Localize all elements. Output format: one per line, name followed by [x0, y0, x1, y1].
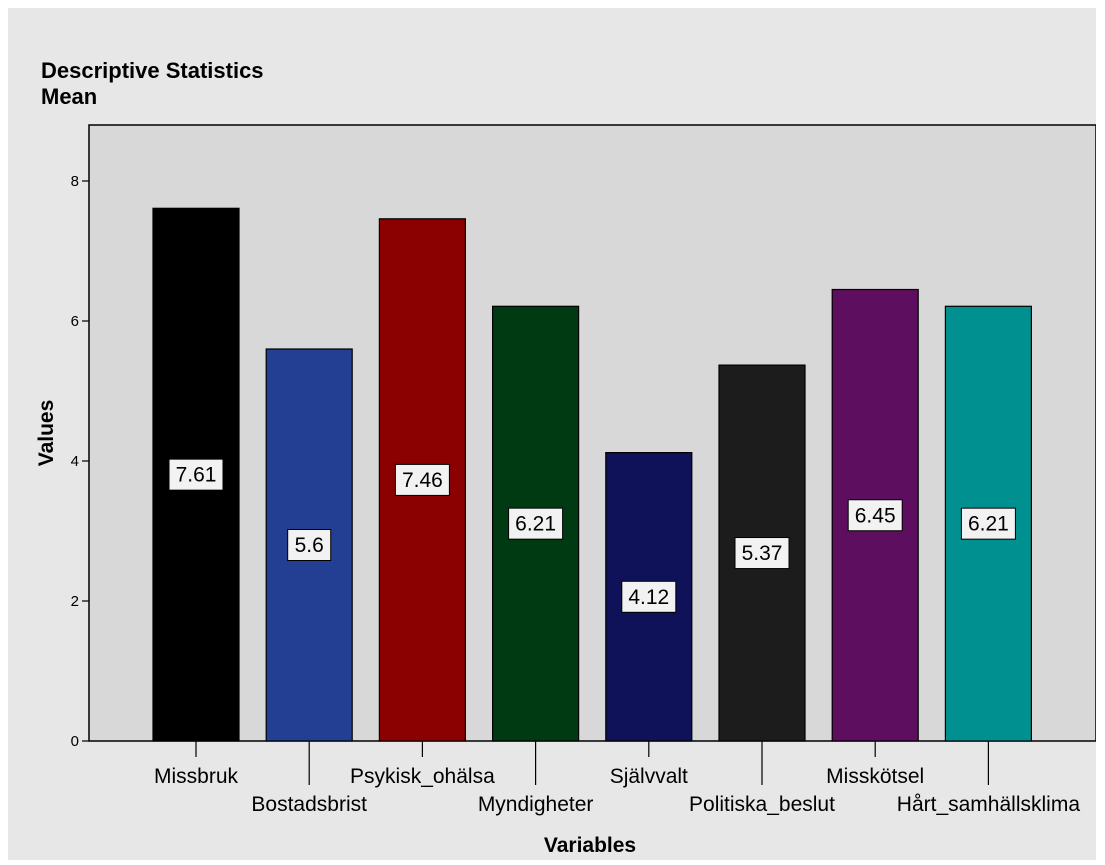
x-category-label: Psykisk_ohälsa [350, 765, 495, 788]
data-label-text: 4.12 [628, 586, 669, 609]
x-category-label: Bostadsbrist [251, 793, 367, 816]
data-label-text: 5.37 [742, 542, 783, 565]
data-label-text: 7.61 [176, 464, 217, 487]
data-label-box [508, 507, 564, 540]
data-label-box [621, 580, 677, 613]
bar-chart: Descriptive Statistics Mean 0 2 4 6 8 Missbr… [35, 58, 1096, 857]
bar [152, 207, 240, 742]
chart-subtitle: Mean [41, 84, 97, 109]
data-label: 6.45 [847, 499, 903, 532]
y-tick-label: 2 [71, 593, 79, 610]
y-axis: 0 2 4 6 8 [71, 173, 89, 750]
data-label-text: 6.21 [515, 513, 556, 536]
data-label: 5.6 [287, 529, 332, 561]
data-label-box [960, 507, 1016, 540]
x-category-label: Hårt_samhällsklima [897, 793, 1081, 816]
data-label-text: 6.21 [968, 513, 1009, 536]
y-tick-label: 8 [71, 173, 79, 190]
data-label: 7.61 [168, 458, 224, 491]
x-category-label: Myndigheter [478, 793, 594, 816]
data-label-text: 7.46 [402, 469, 443, 492]
data-label-box [847, 499, 903, 532]
x-category-label: Missbruk [154, 765, 239, 788]
data-label-text: 6.45 [855, 504, 896, 527]
x-axis: Missbruk Bostadsbrist Psykisk_ohälsa Myndig… [154, 741, 1080, 816]
data-labels-group: 7.61 5.6 7.46 6.21 4.12 5.37 6.45 6.21 [168, 458, 1016, 613]
y-tick-label: 4 [71, 453, 79, 470]
data-label-box [287, 529, 332, 561]
chart-frame: Descriptive Statistics Mean 0 2 4 6 8 Missbr… [8, 8, 1096, 860]
y-axis-title: Values [35, 400, 58, 467]
x-category-label: Misskötsel [826, 765, 924, 788]
data-label: 4.12 [621, 580, 677, 613]
y-tick-label: 0 [71, 733, 79, 750]
x-axis-title: Variables [544, 834, 636, 857]
data-label-box [394, 463, 450, 496]
plot-area [88, 124, 1096, 742]
data-label: 6.21 [508, 507, 564, 540]
data-label-box [734, 537, 790, 570]
data-label-text: 5.6 [295, 534, 324, 557]
y-tick-label: 6 [71, 313, 79, 330]
x-category-label: Självvalt [610, 765, 688, 788]
data-label: 7.46 [394, 463, 450, 496]
x-category-label: Politiska_beslut [689, 793, 835, 816]
data-label: 5.37 [734, 537, 790, 570]
data-label: 6.21 [960, 507, 1016, 540]
data-label-box [168, 458, 224, 491]
chart-title: Descriptive Statistics [41, 58, 264, 83]
